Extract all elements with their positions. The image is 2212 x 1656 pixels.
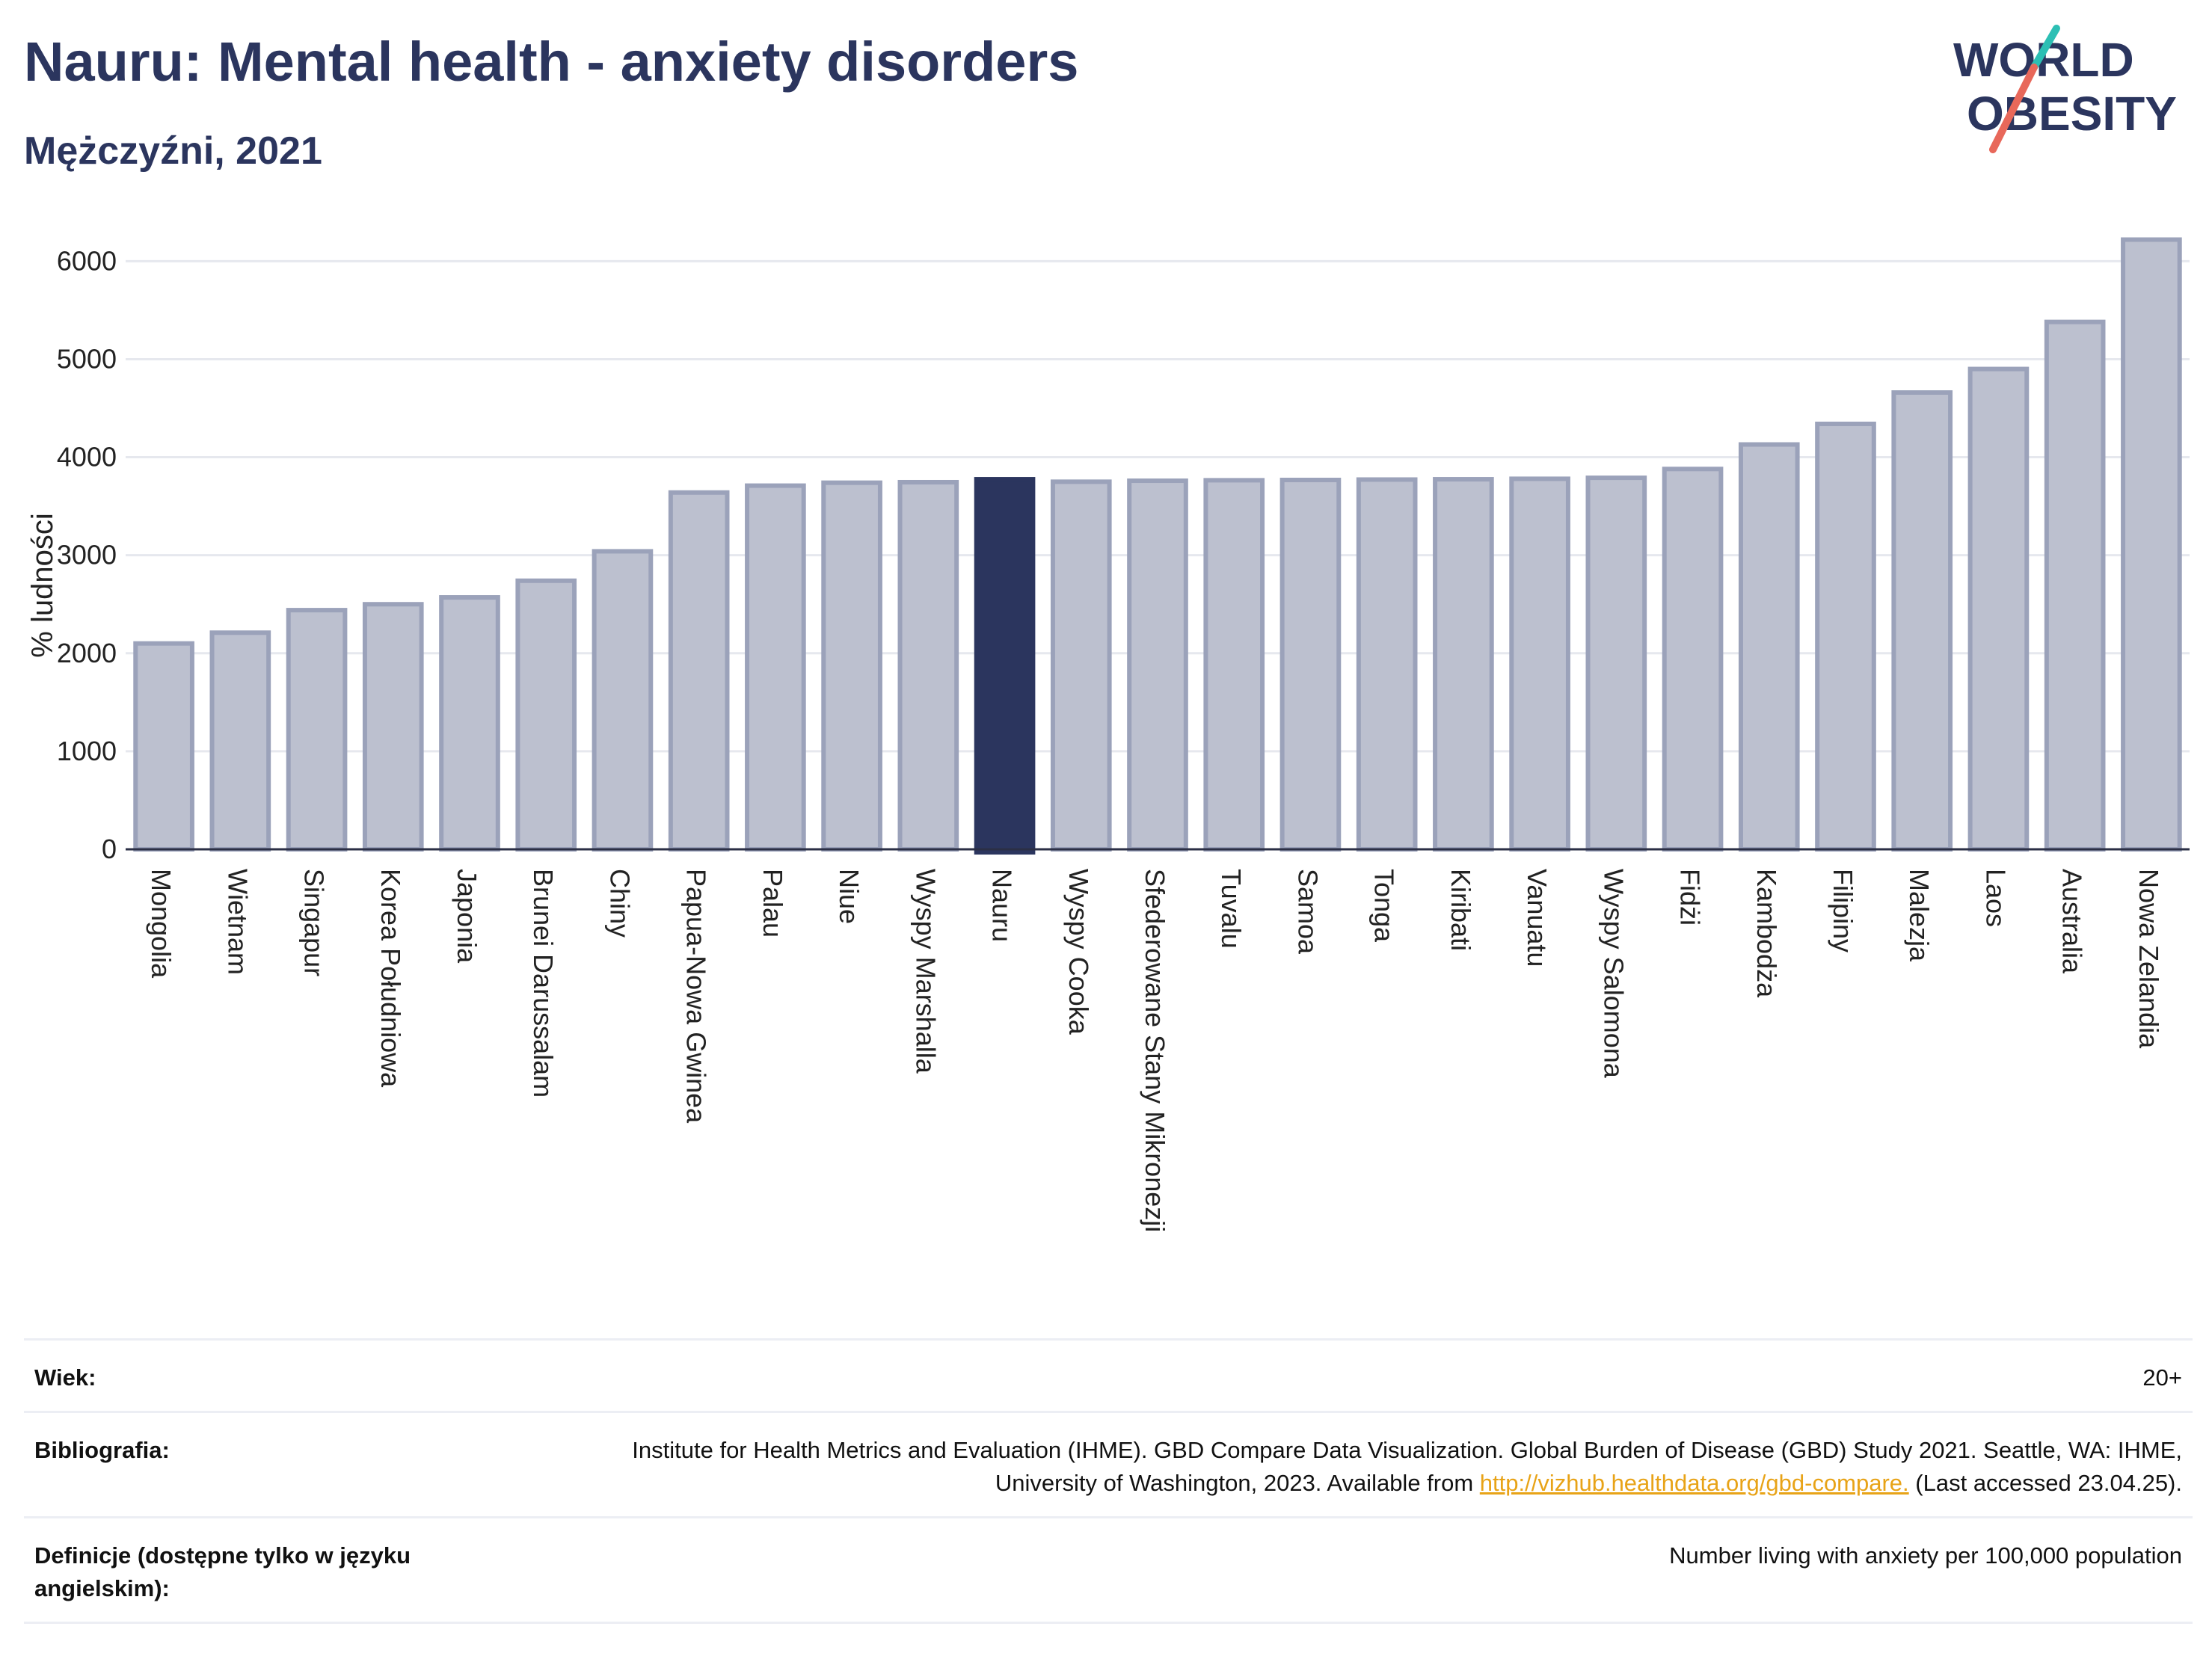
bibliography-tail: (Last accessed 23.04.25). — [1908, 1470, 2182, 1496]
bar — [133, 641, 194, 852]
bar — [821, 480, 882, 852]
y-tick-label: 1000 — [57, 736, 117, 766]
x-tick-label: Tonga — [1369, 869, 1400, 943]
definition-label: Definicje (dostępne tylko w języku angie… — [34, 1542, 411, 1601]
info-row-age: Wiek: 20+ — [24, 1338, 2193, 1411]
bar — [2044, 319, 2106, 852]
bibliography-link[interactable]: http://vizhub.healthdata.org/gbd-compare… — [1479, 1470, 1909, 1496]
x-tick-label: Niue — [834, 869, 864, 924]
x-tick-label: Chiny — [604, 869, 635, 938]
x-tick-label: Wyspy Marshalla — [910, 869, 941, 1074]
x-tick-label: Australia — [2057, 869, 2088, 974]
bar — [1203, 478, 1265, 852]
bar — [1815, 421, 1876, 852]
y-tick-label: 6000 — [57, 245, 117, 276]
x-tick-label: Vanuatu — [1522, 869, 1552, 967]
x-tick-label: Filipiny — [1828, 869, 1858, 952]
bar — [1356, 477, 1418, 852]
age-label: Wiek: — [34, 1364, 96, 1391]
bar — [1050, 479, 1112, 852]
logo-slash-coral — [1989, 64, 2038, 153]
bar-highlight — [974, 477, 1036, 855]
x-tick-label: Wyspy Salomona — [1598, 869, 1629, 1079]
bar — [439, 595, 500, 852]
bar — [286, 608, 348, 852]
bibliography-label: Bibliografia: — [34, 1437, 170, 1463]
x-tick-label: Kambodża — [1751, 869, 1782, 998]
info-table: Wiek: 20+ Bibliografia: Institute for He… — [24, 1338, 2193, 1624]
x-tick-label: Malezja — [1904, 869, 1935, 962]
bar — [1585, 475, 1647, 852]
x-tick-label: Singapur — [299, 869, 330, 976]
bar — [1279, 477, 1342, 852]
bar — [668, 490, 730, 852]
x-tick-label: Tuvalu — [1216, 869, 1247, 949]
x-tick-label: Nowa Zelandia — [2133, 869, 2164, 1049]
age-value: 20+ — [2142, 1364, 2182, 1391]
x-tick-label: Fidżi — [1675, 869, 1706, 926]
logo-line1: WORLD — [1953, 33, 2134, 87]
bar — [209, 630, 271, 852]
x-tick-label: Brunei Darussalam — [528, 869, 559, 1098]
bar — [1891, 390, 1953, 852]
x-tick-label: Mongolia — [146, 869, 176, 979]
bar — [1662, 467, 1724, 852]
y-tick-label: 3000 — [57, 540, 117, 570]
bar — [2121, 237, 2182, 852]
x-tick-label: Korea Południowa — [375, 869, 406, 1088]
x-tick-label: Kiribati — [1446, 869, 1476, 951]
y-tick-label: 4000 — [57, 442, 117, 473]
y-tick-label: 5000 — [57, 343, 117, 374]
logo-slash-teal — [2030, 25, 2060, 71]
x-tick-label: Wietnam — [222, 869, 253, 975]
x-tick-label: Laos — [1980, 869, 2011, 927]
x-tick-label: Nauru — [987, 869, 1018, 942]
y-axis-label: % ludności — [26, 513, 59, 657]
y-tick-label: 2000 — [57, 638, 117, 668]
bar-chart: 0 1000 2000 3000 4000 5000 6000 % ludności Mongo… — [26, 237, 2190, 1232]
definition-value: Number living with anxiety per 100,000 p… — [1669, 1542, 2182, 1569]
x-tick-label: Sfederowane Stany Mikronezji — [1140, 869, 1170, 1232]
bar — [592, 549, 654, 852]
bar — [1738, 442, 1800, 852]
bar — [362, 602, 424, 852]
x-tick-label: Japonia — [452, 869, 482, 964]
bar — [1433, 477, 1494, 852]
bar — [1127, 478, 1188, 852]
info-row-bibliography: Bibliografia: Institute for Health Metri… — [24, 1411, 2193, 1516]
info-row-definition: Definicje (dostępne tylko w języku angie… — [24, 1516, 2193, 1624]
bar — [897, 479, 959, 852]
x-tick-label: Papua-Nowa Gwinea — [681, 869, 712, 1124]
y-tick-label: 0 — [102, 834, 117, 864]
world-obesity-logo: WORLD OBESITY — [1953, 25, 2177, 153]
bar — [515, 578, 577, 852]
bibliography-value: Institute for Health Metrics and Evaluat… — [574, 1434, 2182, 1500]
x-tick-label: Palau — [758, 869, 788, 938]
x-tick-label: Wyspy Cooka — [1063, 869, 1094, 1035]
bibliography-text: Institute for Health Metrics and Evaluat… — [632, 1437, 2182, 1496]
bar — [1967, 366, 2030, 852]
chart-title: Nauru: Mental health - anxiety disorders — [24, 31, 1079, 93]
x-tick-label: Samoa — [1292, 869, 1323, 955]
bar — [745, 483, 806, 852]
chart-subtitle: Mężczyźni, 2021 — [24, 129, 322, 173]
bar — [1509, 476, 1570, 852]
